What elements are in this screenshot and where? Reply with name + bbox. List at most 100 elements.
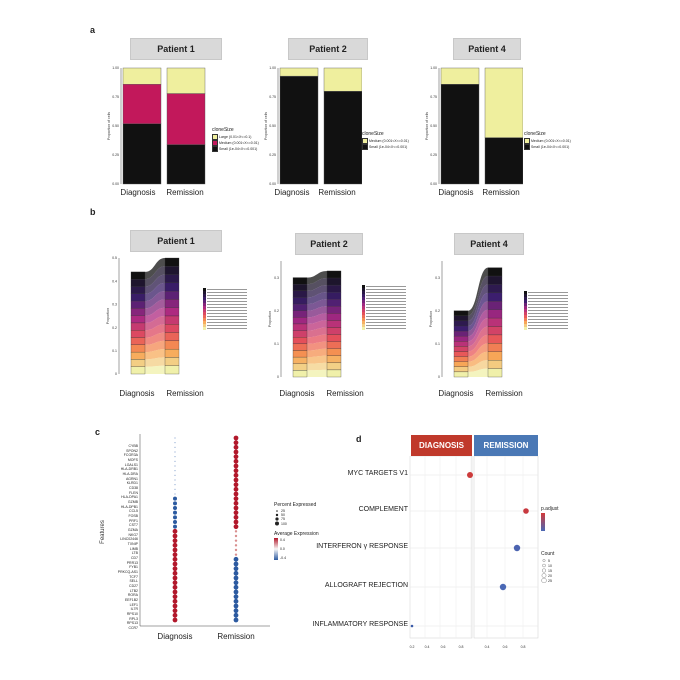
a-xlabel-remission-1: Remission (166, 188, 204, 197)
d-x-tick-label: 0.8 (459, 645, 464, 649)
b-xlabel-diagnosis-1: Diagnosis (119, 389, 155, 398)
c-feature-label: CD27 (129, 584, 138, 588)
b-stratum-diagnosis (453, 325, 469, 332)
c-dot-diagnosis (172, 552, 178, 558)
b-clone-legend-swatch (203, 288, 247, 291)
b-stratum-remission (326, 341, 342, 349)
c-feature-label: GZMB (127, 500, 138, 504)
b-clone-legend-swatch (203, 309, 247, 312)
b-stratum-remission (326, 348, 342, 356)
b-stratum-remission (326, 277, 342, 286)
a-legend-patient-4: cloneSize Medium (0.001<X<=0.01) Small (… (524, 131, 571, 150)
a-y-axis-title: Proportion of cells (425, 112, 429, 140)
c-dot-remission (233, 505, 239, 511)
b-stratum-diagnosis (453, 336, 469, 342)
b-stratum-diagnosis (130, 286, 146, 294)
b-stratum-diagnosis (130, 344, 146, 353)
b-stratum-remission (487, 351, 503, 361)
b-stratum-remission (164, 299, 180, 308)
b-alluvial-flow (468, 284, 488, 327)
c-dot-diagnosis (174, 437, 176, 439)
b-alluvial-flow (145, 291, 165, 309)
b-stratum-diagnosis (130, 279, 146, 287)
b-xlabel-diagnosis-2: Diagnosis (279, 389, 315, 398)
b-clone-legend-swatch (362, 324, 406, 327)
c-feature-label: GZMA (127, 528, 138, 532)
c-feature-label: NKG7 (128, 532, 138, 537)
b-clone-legend-swatch (524, 303, 568, 306)
b-alluvial-flow (468, 334, 488, 357)
b-clone-legend-swatch (524, 312, 568, 315)
a-bar-segment (484, 137, 523, 185)
a-legend-patient-1: cloneSize Large (0.01<X<=0.1) Medium (0.… (212, 127, 259, 152)
b-stratum-diagnosis (292, 290, 308, 298)
d-term-label: COMPLEMENT (358, 506, 408, 513)
a-bar-segment (122, 123, 162, 185)
b-alluvial-flow (145, 266, 165, 287)
b-alluvial-flow (307, 270, 327, 285)
c-dot-remission (233, 594, 239, 600)
c-dot-diagnosis (172, 533, 178, 539)
c-feature-label: TCF7 (129, 574, 138, 579)
c-dot-diagnosis (172, 538, 178, 544)
c-dot-remission (233, 444, 239, 450)
b-stratum-diagnosis (292, 303, 308, 311)
a-y-tick-label: 0.50 (269, 124, 276, 128)
b-clone-legend-swatch (362, 303, 406, 306)
b-stratum-remission (326, 334, 342, 342)
b-stratum-remission (326, 362, 342, 371)
c-feature-label: KLRD1 (126, 481, 138, 486)
c-dot-remission (233, 491, 239, 497)
b-clone-legend-swatch (362, 294, 406, 297)
b-alluvial-flow (145, 307, 165, 323)
d-header-diagnosis: DIAGNOSIS (411, 435, 472, 456)
a-legend-title-2: cloneSize (362, 131, 384, 137)
c-dot-diagnosis (174, 474, 176, 476)
b-clone-legend-swatch (524, 309, 568, 312)
b-clone-legend-1 (203, 288, 247, 330)
c-feature-label: LIMB (129, 546, 138, 551)
c-dot-remission (233, 477, 239, 483)
c-dot-diagnosis (174, 442, 176, 444)
c-feature-label: FOSB (128, 514, 138, 518)
a-xlabel-remission-2: Remission (318, 188, 356, 197)
c-feature-label: HLA-DPA1 (121, 495, 138, 500)
c-feature-label: HLA-DPB1 (120, 504, 138, 509)
c-dot-remission (233, 612, 239, 618)
c-dot-diagnosis (172, 566, 178, 572)
b-stratum-diagnosis (453, 371, 469, 378)
b-stratum-remission (487, 292, 503, 302)
b-stratum-remission (487, 334, 503, 344)
a-bar-segment (122, 67, 162, 85)
b-stratum-remission (326, 306, 342, 314)
b-stratum-remission (487, 267, 503, 277)
b-clone-legend-swatch (203, 318, 247, 321)
c-feature-label: CD38 (129, 486, 138, 490)
a-stacked-bar-chart-patient-4: 0.00 0.25 0.50 0.75 1.00 Proportion of cells (425, 66, 523, 186)
d-enrichment-dot (467, 472, 473, 478)
a-y-tick-label: 0.75 (112, 95, 119, 99)
b-clone-legend-2 (362, 285, 406, 330)
b-stratum-remission (164, 357, 180, 366)
c-size-legend-title: Percent Expressed (274, 502, 317, 508)
c-y-axis-title: Features (100, 520, 106, 544)
b-stratum-diagnosis (292, 350, 308, 358)
b-alluvial-flow (145, 258, 165, 280)
c-feature-label: FYB1 (129, 565, 138, 570)
b-xlabel-remission-1: Remission (166, 389, 204, 398)
c-dot-diagnosis (172, 598, 178, 604)
b-alluvial-flow (468, 267, 488, 316)
a-bar-segment (166, 144, 206, 185)
a-y-axis-title: Proportion of cells (264, 112, 268, 140)
b-stratum-diagnosis (292, 297, 308, 305)
b-alluvial-flow (145, 357, 165, 367)
c-dot-diagnosis (173, 524, 177, 529)
panel-letter-a: a (90, 25, 96, 35)
b-stratum-remission (326, 320, 342, 328)
c-dot-plot: Features (100, 434, 270, 627)
c-feature-label: CYBB (128, 444, 138, 448)
c-dot-remission (233, 468, 239, 474)
b-clone-legend-swatch (362, 312, 406, 315)
b-alluvial-flow (307, 313, 327, 324)
b-alluvial-flow (145, 365, 165, 374)
